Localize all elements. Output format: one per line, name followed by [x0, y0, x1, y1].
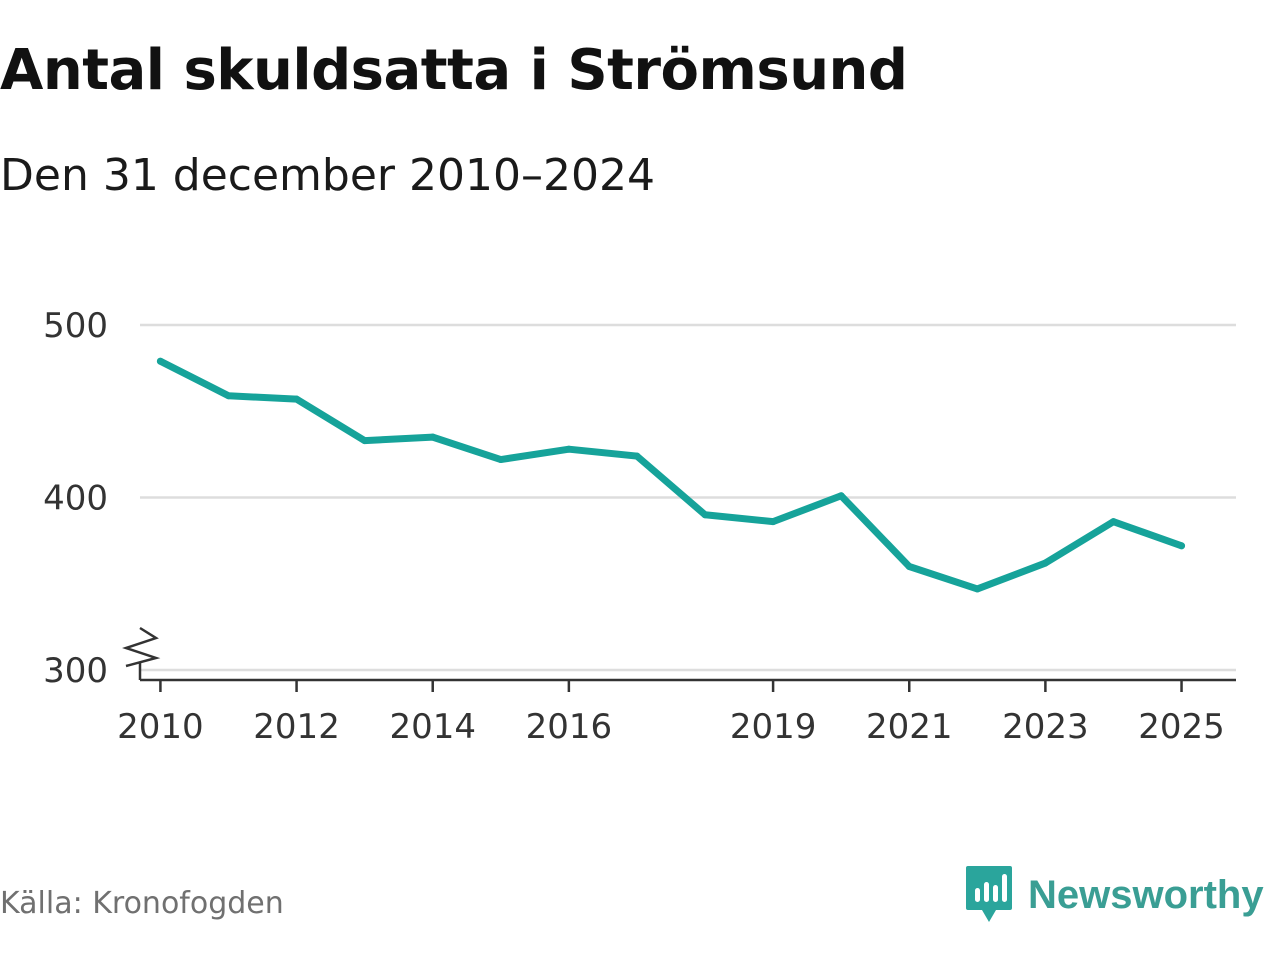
x-tick-label-2023: 2023: [1002, 707, 1089, 747]
data-point-2012: [293, 395, 301, 403]
data-point-2018: [701, 511, 709, 519]
x-tick-label-2025: 2025: [1138, 707, 1225, 747]
data-point-2010: [156, 357, 164, 365]
y-tick-label-500: 500: [43, 306, 108, 346]
tick-labels: 300 400 500 2010 2012 2014 2016 2019 2021 2023 202…: [43, 306, 1225, 747]
data-point-2019: [769, 518, 777, 526]
series-layer: [156, 357, 1186, 593]
data-point-2013: [361, 437, 369, 445]
y-tick-label-400: 400: [43, 479, 108, 519]
data-point-2023: [1041, 559, 1049, 567]
x-tick-label-2014: 2014: [389, 707, 476, 747]
x-tick-label-2010: 2010: [117, 707, 204, 747]
data-point-2021: [905, 563, 913, 570]
chart-title: Antal skuldsatta i Strömsund: [0, 38, 908, 103]
data-point-2025: [1178, 542, 1186, 550]
series-line-0: [156, 357, 1186, 593]
data-point-2015: [497, 456, 505, 464]
x-tick-label-2019: 2019: [730, 707, 817, 747]
data-point-2022: [973, 585, 981, 593]
axes: [122, 626, 1236, 692]
brand-logo: Newsworthy: [964, 864, 1264, 926]
data-point-2017: [633, 452, 641, 460]
data-point-2020: [837, 492, 845, 500]
y-axis-break-icon: [122, 626, 161, 668]
newsworthy-logo-icon: [966, 866, 1012, 922]
data-point-2024: [1109, 518, 1117, 526]
chart-subtitle: Den 31 december 2010–2024: [0, 150, 655, 201]
x-tick-label-2012: 2012: [253, 707, 340, 747]
x-tick-label-2021: 2021: [866, 707, 953, 747]
x-tick-label-2016: 2016: [526, 707, 613, 747]
data-point-2014: [429, 433, 437, 441]
data-point-2016: [565, 445, 573, 453]
data-point-2011: [224, 392, 232, 400]
y-tick-label-300: 300: [43, 651, 108, 691]
source-note: Källa: Kronofogden: [0, 886, 284, 921]
brand-name: Newsworthy: [1028, 872, 1264, 917]
